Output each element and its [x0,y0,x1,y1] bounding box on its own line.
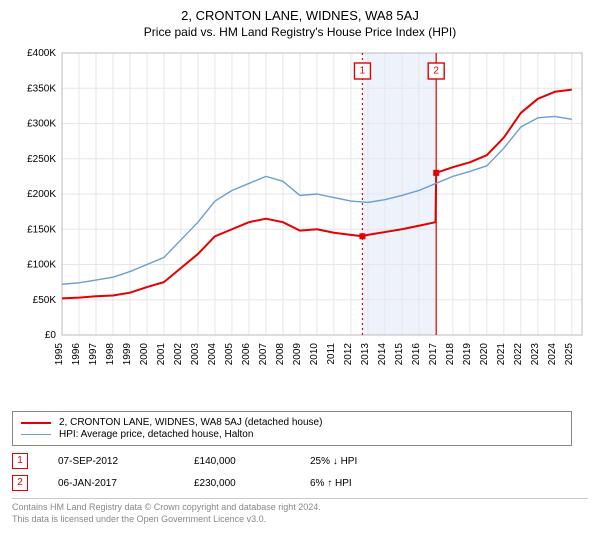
svg-text:£400K: £400K [27,48,56,59]
marker-badge: 2 [12,475,28,491]
arrow-icon: ↓ [333,456,338,467]
chart-subtitle: Price paid vs. HM Land Registry's House … [12,25,588,39]
svg-text:2004: 2004 [207,343,218,366]
svg-text:1: 1 [360,66,366,77]
svg-text:1999: 1999 [122,343,133,366]
svg-text:£300K: £300K [27,119,56,130]
svg-text:2002: 2002 [173,343,184,366]
address-title: 2, CRONTON LANE, WIDNES, WA8 5AJ [12,8,588,23]
svg-text:2001: 2001 [156,343,167,366]
chart-svg: £0 £50K £100K £150K £200K £250K £300K £350K £400… [12,45,588,405]
arrow-icon: ↑ [327,478,332,489]
svg-text:1995: 1995 [54,343,65,366]
svg-text:2011: 2011 [326,343,337,365]
legend-swatch [21,434,51,435]
footer-line: This data is licensed under the Open Gov… [12,514,588,526]
chart-container: 2, CRONTON LANE, WIDNES, WA8 5AJ Price p… [0,0,600,531]
svg-text:2020: 2020 [479,343,490,366]
svg-text:2023: 2023 [530,343,541,366]
svg-text:2012: 2012 [343,343,354,366]
legend-swatch [21,422,51,424]
svg-text:2008: 2008 [275,343,286,366]
svg-text:2022: 2022 [513,343,524,366]
legend-row: HPI: Average price, detached house, Halt… [21,429,563,440]
svg-text:2018: 2018 [445,343,456,366]
svg-text:2019: 2019 [462,343,473,366]
svg-text:2007: 2007 [258,343,269,366]
legend-label: 2, CRONTON LANE, WIDNES, WA8 5AJ (detach… [59,417,322,428]
svg-text:2024: 2024 [547,343,558,366]
table-row: 2 06-JAN-2017 £230,000 6% ↑ HPI [12,472,588,494]
tx-price: £140,000 [194,450,310,472]
footer: Contains HM Land Registry data © Crown c… [12,498,588,525]
svg-text:£150K: £150K [27,224,56,235]
svg-text:2005: 2005 [224,343,235,366]
tx-delta: 25% ↓ HPI [310,450,588,472]
svg-text:2025: 2025 [564,343,575,366]
tx-date: 07-SEP-2012 [58,450,194,472]
svg-text:£0: £0 [45,330,57,341]
legend: 2, CRONTON LANE, WIDNES, WA8 5AJ (detach… [12,411,572,446]
svg-text:1997: 1997 [88,343,99,366]
svg-text:£350K: £350K [27,83,56,94]
transaction-table: 1 07-SEP-2012 £140,000 25% ↓ HPI 2 06-JA… [12,450,588,494]
footer-line: Contains HM Land Registry data © Crown c… [12,502,588,514]
svg-text:1998: 1998 [105,343,116,366]
svg-text:£100K: £100K [27,260,56,271]
svg-text:2015: 2015 [394,343,405,366]
svg-text:2017: 2017 [428,343,439,366]
tx-delta: 6% ↑ HPI [310,472,588,494]
svg-text:2013: 2013 [360,343,371,366]
marker-badge: 1 [12,453,28,469]
svg-text:2000: 2000 [139,343,150,366]
tx-date: 06-JAN-2017 [58,472,194,494]
tx-price: £230,000 [194,472,310,494]
svg-text:2010: 2010 [309,343,320,366]
svg-text:2006: 2006 [241,343,252,366]
svg-text:1996: 1996 [71,343,82,366]
chart-area: £0 £50K £100K £150K £200K £250K £300K £350K £400… [12,45,588,405]
svg-text:£200K: £200K [27,189,56,200]
svg-text:£50K: £50K [33,295,57,306]
svg-text:2009: 2009 [292,343,303,366]
svg-text:2014: 2014 [377,343,388,366]
svg-text:2016: 2016 [411,343,422,366]
table-row: 1 07-SEP-2012 £140,000 25% ↓ HPI [12,450,588,472]
legend-row: 2, CRONTON LANE, WIDNES, WA8 5AJ (detach… [21,417,563,428]
svg-text:2003: 2003 [190,343,201,366]
svg-text:£250K: £250K [27,154,56,165]
svg-text:2021: 2021 [496,343,507,366]
svg-text:2: 2 [433,66,439,77]
legend-label: HPI: Average price, detached house, Halt… [59,429,253,440]
